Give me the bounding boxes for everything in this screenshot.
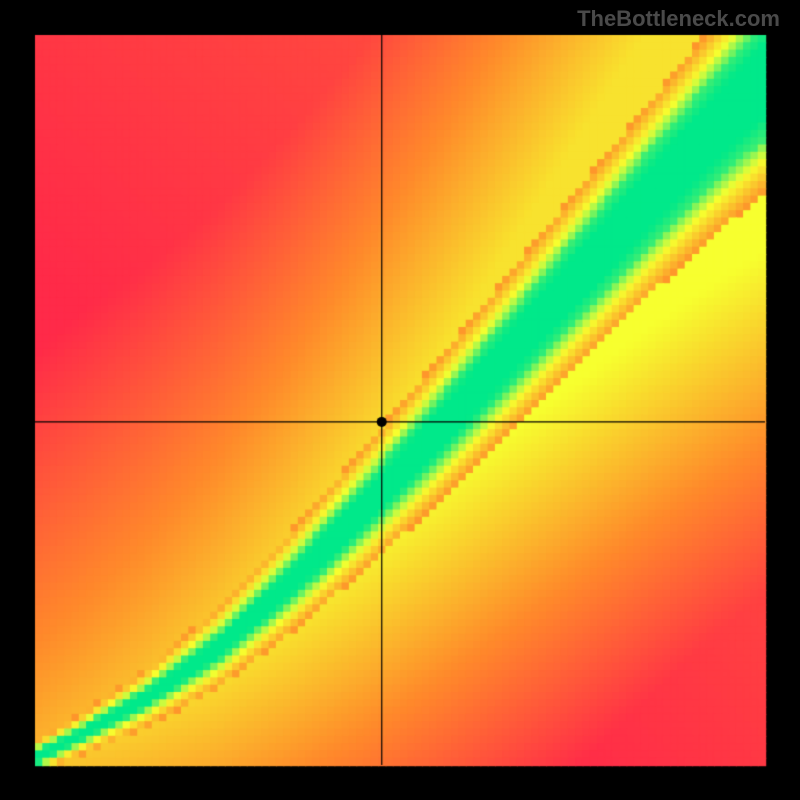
- bottleneck-heatmap: [0, 0, 800, 800]
- root: TheBottleneck.com: [0, 0, 800, 800]
- watermark-text: TheBottleneck.com: [577, 6, 780, 32]
